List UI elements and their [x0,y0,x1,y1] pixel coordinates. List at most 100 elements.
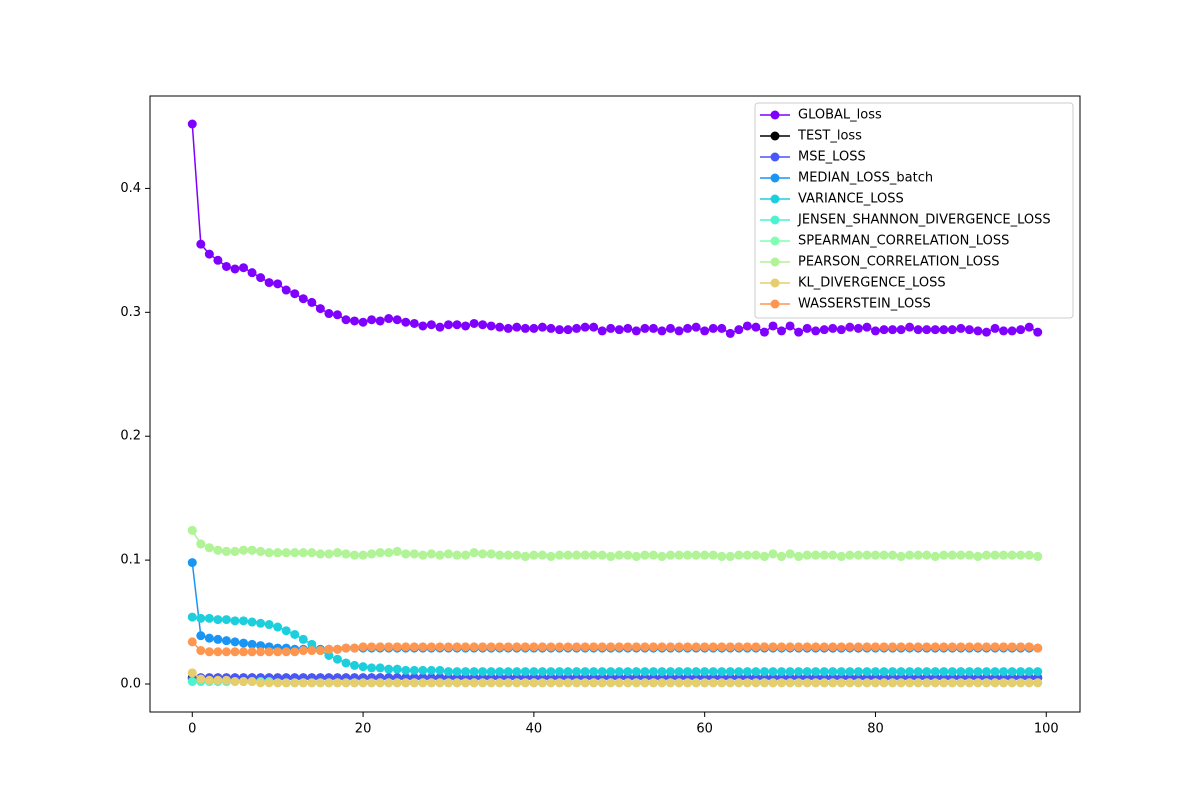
point [204,647,214,657]
point [896,678,906,688]
point [273,548,283,558]
point [725,667,735,677]
y-tick-label: 0.1 [120,553,141,568]
point [614,325,624,335]
point [409,665,419,675]
point [836,551,846,561]
point [785,321,795,331]
point [307,548,317,558]
point [554,678,564,688]
point [657,667,667,677]
point [1033,678,1043,688]
point [845,667,855,677]
point [913,550,923,560]
point [623,642,633,652]
point [529,667,539,677]
point [529,678,539,688]
point [196,674,206,684]
point [597,550,607,560]
point [358,642,368,652]
point [247,545,257,555]
point [503,667,513,677]
axes-frame [149,95,1081,713]
point [213,545,223,555]
point [495,322,505,332]
point [802,642,812,652]
point [742,321,752,331]
point [486,549,496,559]
point [495,667,505,677]
point [196,613,206,623]
point [1033,551,1043,561]
point [631,326,641,336]
point [888,667,898,677]
point [512,642,522,652]
point [845,550,855,560]
point [742,678,752,688]
point [1016,642,1026,652]
point [751,678,761,688]
point [512,322,522,332]
point [828,642,838,652]
point [247,647,257,657]
point [614,678,624,688]
point [631,642,641,652]
point [947,667,957,677]
point [332,644,342,654]
point [973,667,983,677]
point [836,642,846,652]
point [384,664,394,674]
point [554,550,564,560]
point [204,613,214,623]
point [981,678,991,688]
point [239,616,249,626]
point [469,667,479,677]
point [666,323,676,333]
point [469,642,479,652]
point [264,278,274,288]
point [879,667,889,677]
x-tick-label: 60 [696,722,713,737]
point [350,678,360,688]
point [358,678,368,688]
point [700,678,710,688]
point [888,678,898,688]
legend-label: MSE_LOSS [798,150,866,165]
point [1016,550,1026,560]
point [640,642,650,652]
point [845,642,855,652]
point [298,294,308,304]
point [648,642,658,652]
point [811,550,821,560]
point [290,647,300,657]
point [606,678,616,688]
point [247,617,257,627]
point [213,675,223,685]
legend-label: GLOBAL_loss [798,108,882,123]
point [990,678,1000,688]
point [913,642,923,652]
point [759,551,769,561]
point [307,678,317,688]
point [247,639,257,649]
point [196,239,206,249]
point [401,549,411,559]
point [734,325,744,335]
point [367,549,377,559]
point [418,550,428,560]
point [666,678,676,688]
point [999,667,1009,677]
point [213,615,223,625]
point [631,667,641,677]
point [674,667,684,677]
point [888,325,898,335]
y-tick-label: 0.0 [120,677,141,692]
point [589,550,599,560]
point [221,675,231,685]
point [264,647,274,657]
point [717,642,727,652]
point [939,678,949,688]
point [768,642,778,652]
point [990,667,1000,677]
